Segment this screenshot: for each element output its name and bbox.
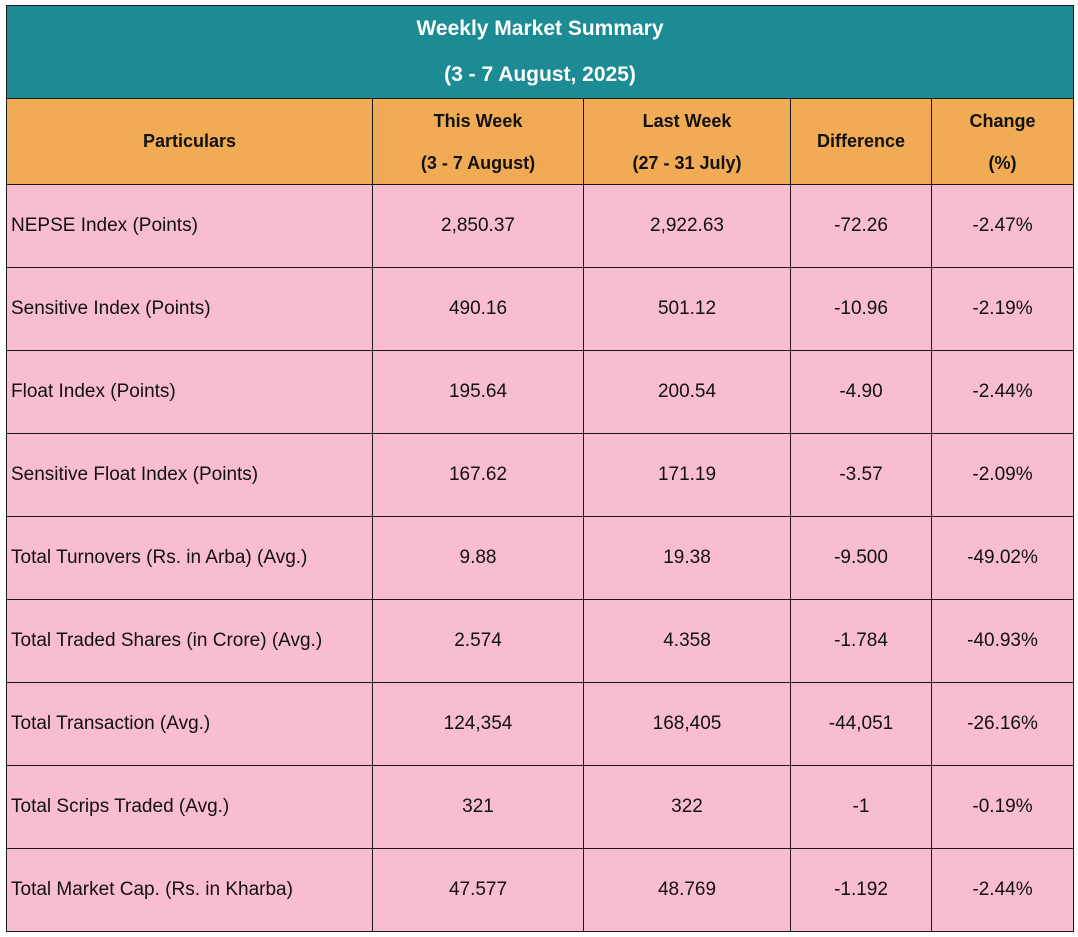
- table-row: Total Scrips Traded (Avg.) 321 322 -1 -0…: [6, 765, 1075, 849]
- cell-particular: Total Market Cap. (Rs. in Kharba): [6, 848, 373, 932]
- cell-this-week: 321: [372, 765, 584, 849]
- table-row: Float Index (Points) 195.64 200.54 -4.90…: [6, 350, 1075, 434]
- cell-difference: -1.784: [790, 599, 932, 683]
- cell-particular: Total Turnovers (Rs. in Arba) (Avg.): [6, 516, 373, 600]
- cell-particular: Sensitive Float Index (Points): [6, 433, 373, 517]
- header-last-week: Last Week (27 - 31 July): [583, 98, 791, 185]
- cell-difference: -44,051: [790, 682, 932, 766]
- table-row: Total Traded Shares (in Crore) (Avg.) 2.…: [6, 599, 1075, 683]
- cell-this-week: 2.574: [372, 599, 584, 683]
- header-this-week-range: (3 - 7 August): [420, 152, 536, 173]
- table-row: Sensitive Index (Points) 490.16 501.12 -…: [6, 267, 1075, 351]
- cell-particular: Total Traded Shares (in Crore) (Avg.): [6, 599, 373, 683]
- cell-last-week: 322: [583, 765, 791, 849]
- table-row: NEPSE Index (Points) 2,850.37 2,922.63 -…: [6, 184, 1075, 268]
- cell-difference: -1: [790, 765, 932, 849]
- cell-particular: Float Index (Points): [6, 350, 373, 434]
- cell-particular: NEPSE Index (Points): [6, 184, 373, 268]
- cell-difference: -3.57: [790, 433, 932, 517]
- cell-change: -49.02%: [930, 516, 1075, 600]
- cell-last-week: 2,922.63: [583, 184, 791, 268]
- cell-change: -2.19%: [930, 267, 1075, 351]
- cell-this-week: 490.16: [372, 267, 584, 351]
- cell-this-week: 167.62: [372, 433, 584, 517]
- cell-particular: Total Scrips Traded (Avg.): [6, 765, 373, 849]
- cell-this-week: 195.64: [372, 350, 584, 434]
- cell-this-week: 124,354: [372, 682, 584, 766]
- table-title: Weekly Market Summary (3 - 7 August, 202…: [5, 5, 1075, 99]
- header-last-week-range: (27 - 31 July): [632, 152, 742, 173]
- cell-difference: -4.90: [790, 350, 932, 434]
- table-row: Total Transaction (Avg.) 124,354 168,405…: [6, 682, 1075, 766]
- cell-last-week: 200.54: [583, 350, 791, 434]
- cell-particular: Total Transaction (Avg.): [6, 682, 373, 766]
- cell-this-week: 9.88: [372, 516, 584, 600]
- header-change-unit: (%): [988, 152, 1017, 173]
- cell-last-week: 171.19: [583, 433, 791, 517]
- cell-change: -0.19%: [930, 765, 1075, 849]
- table-row: Total Market Cap. (Rs. in Kharba) 47.577…: [6, 848, 1075, 932]
- cell-last-week: 19.38: [583, 516, 791, 600]
- cell-difference: -10.96: [790, 267, 932, 351]
- cell-change: -2.09%: [930, 433, 1075, 517]
- cell-last-week: 48.769: [583, 848, 791, 932]
- header-change-label: Change: [969, 110, 1036, 131]
- header-this-week-label: This Week: [433, 110, 523, 131]
- cell-particular: Sensitive Index (Points): [6, 267, 373, 351]
- cell-change: -2.47%: [930, 184, 1075, 268]
- cell-difference: -9.500: [790, 516, 932, 600]
- title-line-2: (3 - 7 August, 2025): [444, 63, 636, 86]
- header-row: Particulars This Week (3 - 7 August) Las…: [6, 98, 1075, 185]
- title-line-1: Weekly Market Summary: [416, 17, 664, 40]
- cell-this-week: 47.577: [372, 848, 584, 932]
- cell-difference: -1.192: [790, 848, 932, 932]
- header-change: Change (%): [930, 98, 1075, 185]
- cell-difference: -72.26: [790, 184, 932, 268]
- header-last-week-label: Last Week: [642, 110, 732, 131]
- table-row: Total Turnovers (Rs. in Arba) (Avg.) 9.8…: [6, 516, 1075, 600]
- cell-change: -2.44%: [930, 350, 1075, 434]
- cell-this-week: 2,850.37: [372, 184, 584, 268]
- header-this-week: This Week (3 - 7 August): [372, 98, 584, 185]
- header-difference: Difference: [790, 98, 932, 185]
- table-row: Sensitive Float Index (Points) 167.62 17…: [6, 433, 1075, 517]
- cell-change: -26.16%: [930, 682, 1075, 766]
- weekly-market-summary-table: Weekly Market Summary (3 - 7 August, 202…: [5, 5, 1075, 932]
- cell-change: -2.44%: [930, 848, 1075, 932]
- cell-last-week: 168,405: [583, 682, 791, 766]
- header-particulars: Particulars: [6, 98, 373, 185]
- cell-last-week: 501.12: [583, 267, 791, 351]
- cell-last-week: 4.358: [583, 599, 791, 683]
- cell-change: -40.93%: [930, 599, 1075, 683]
